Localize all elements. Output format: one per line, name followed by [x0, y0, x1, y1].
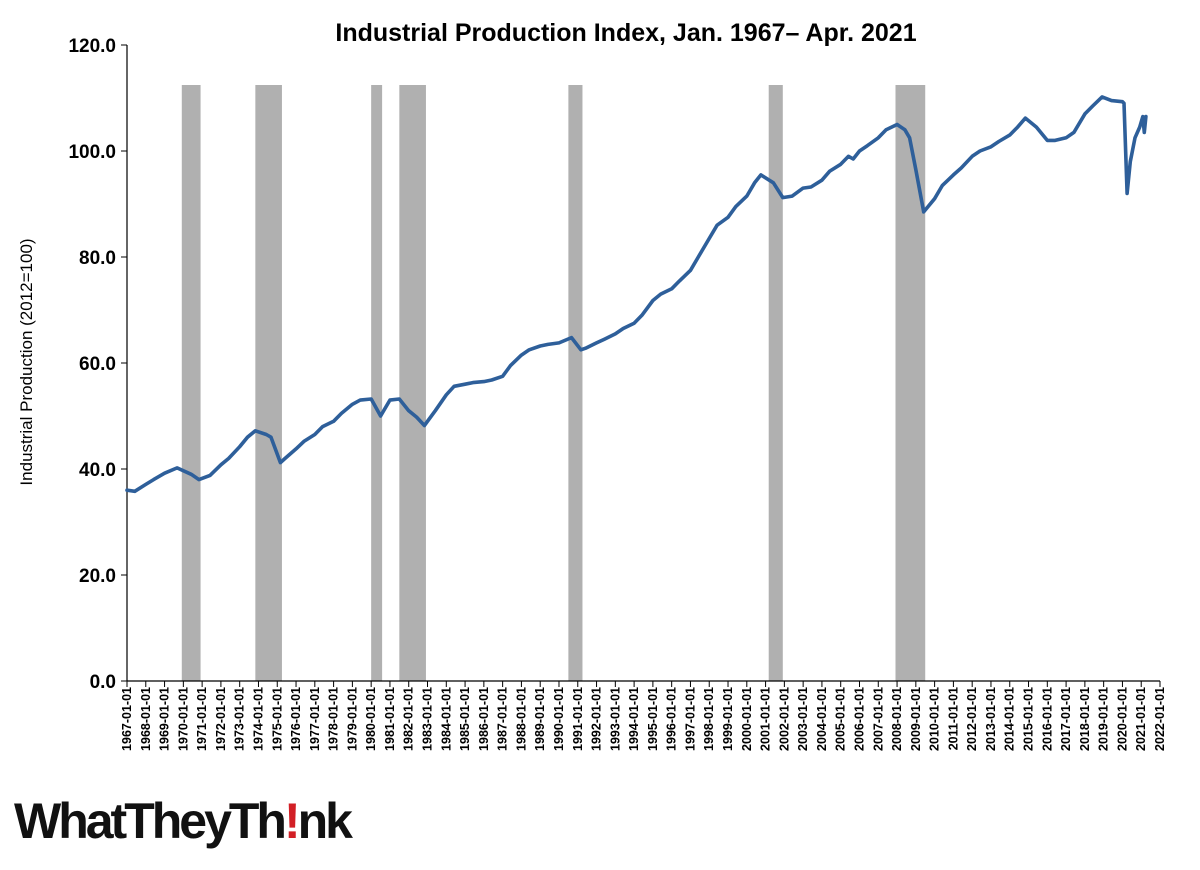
- y-axis-label: Industrial Production (2012=100): [17, 238, 36, 485]
- x-tick-label: 2005-01-01: [834, 687, 848, 751]
- x-tick-label: 1980-01-01: [364, 687, 378, 751]
- x-tick-label: 1972-01-01: [214, 687, 228, 751]
- x-tick-label: 1983-01-01: [421, 687, 435, 751]
- x-tick-label: 1987-01-01: [496, 687, 510, 751]
- x-tick-label: 1976-01-01: [289, 687, 303, 751]
- x-tick-label: 2017-01-01: [1059, 687, 1073, 751]
- series-layer: [125, 95, 1148, 494]
- whattheythink-logo: WhatTheyTh!nk: [14, 793, 353, 849]
- x-tick-label: 2007-01-01: [871, 687, 885, 751]
- recession-band: [768, 85, 783, 681]
- x-tick-label: 1988-01-01: [514, 687, 528, 751]
- x-tick-label: 2002-01-01: [777, 687, 791, 751]
- y-tick-label: 120.0: [68, 36, 116, 57]
- industrial-production-line: [125, 95, 1148, 494]
- x-tick-label: 2015-01-01: [1022, 687, 1036, 751]
- x-tick-label: 2012-01-01: [965, 687, 979, 751]
- y-tick-label: 100.0: [68, 142, 116, 163]
- x-tick-label: 1984-01-01: [439, 687, 453, 751]
- y-tick-label: 20.0: [79, 566, 116, 587]
- x-tick-label: 2001-01-01: [759, 687, 773, 751]
- x-tick-label: 1991-01-01: [571, 687, 585, 751]
- x-tick-label: 2011-01-01: [946, 687, 960, 750]
- x-tick-label: 1986-01-01: [477, 687, 491, 751]
- x-tick-label: 2022-01-01: [1153, 687, 1167, 751]
- x-tick-label: 2006-01-01: [852, 687, 866, 751]
- x-tick-label: 1968-01-01: [139, 687, 153, 751]
- x-tick-label: 1977-01-01: [308, 687, 322, 751]
- x-tick-label: 2000-01-01: [740, 687, 754, 751]
- recession-band: [399, 85, 426, 681]
- x-tick-label: 1999-01-01: [721, 687, 735, 751]
- x-tick-label: 1971-01-01: [195, 687, 209, 751]
- x-tick-label: 1994-01-01: [627, 687, 641, 751]
- x-tick-label: 1993-01-01: [608, 687, 622, 751]
- recession-band: [895, 85, 926, 681]
- recession-band: [568, 85, 583, 681]
- x-tick-label: 2014-01-01: [1003, 687, 1017, 751]
- y-tick-label: 0.0: [90, 672, 116, 693]
- x-tick-label: 2013-01-01: [984, 687, 998, 751]
- x-tick-label: 1981-01-01: [383, 687, 397, 751]
- x-tick-label: 2021-01-01: [1134, 687, 1148, 751]
- chart-title: Industrial Production Index, Jan. 1967– …: [335, 19, 916, 47]
- x-tick-label: 1967-01-01: [120, 687, 134, 751]
- y-tick-labels: 0.0 20.0 40.0 60.0 80.0 100.0 120.0: [68, 36, 127, 693]
- x-tick-label: 1969-01-01: [158, 687, 172, 751]
- recession-band: [181, 85, 201, 681]
- x-tick-label: 1992-01-01: [590, 687, 604, 751]
- x-tick-label: 1990-01-01: [552, 687, 566, 751]
- x-tick-label: 1979-01-01: [345, 687, 359, 751]
- recession-band: [255, 85, 282, 681]
- x-tick-label: 2018-01-01: [1078, 687, 1092, 751]
- x-tick-label: 1985-01-01: [458, 687, 472, 751]
- x-tick-label: 1995-01-01: [646, 687, 660, 751]
- x-tick-label: 1975-01-01: [270, 687, 284, 751]
- x-tick-label: 2003-01-01: [796, 687, 810, 751]
- logo-exclamation: !: [283, 793, 301, 849]
- x-tick-label: 1974-01-01: [251, 687, 265, 751]
- y-tick-label: 40.0: [79, 460, 116, 481]
- x-tick-label: 1996-01-01: [665, 687, 679, 751]
- x-tick-label: 1973-01-01: [233, 687, 247, 751]
- x-tick-label: 2010-01-01: [928, 687, 942, 751]
- x-tick-labels: 1967-01-01 1968-01-01 1969-01-01 1970-01-01…: [120, 681, 1167, 751]
- recession-band: [371, 85, 383, 681]
- x-tick-label: 1997-01-01: [683, 687, 697, 751]
- x-tick-label: 2016-01-01: [1040, 687, 1054, 751]
- x-tick-label: 1998-01-01: [702, 687, 716, 751]
- x-tick-label: 1978-01-01: [327, 687, 341, 751]
- x-tick-label: 2004-01-01: [815, 687, 829, 751]
- y-tick-label: 60.0: [79, 354, 116, 375]
- x-tick-label: 2008-01-01: [890, 687, 904, 751]
- x-tick-label: 2020-01-01: [1115, 687, 1129, 751]
- y-tick-label: 80.0: [79, 248, 116, 269]
- x-tick-label: 2019-01-01: [1097, 687, 1111, 751]
- logo-text-before: WhatTheyTh: [14, 793, 287, 849]
- x-tick-label: 1989-01-01: [533, 687, 547, 751]
- x-tick-label: 1970-01-01: [176, 687, 190, 751]
- recession-bands: [181, 85, 926, 681]
- x-tick-label: 1982-01-01: [402, 687, 416, 751]
- logo-text-after: nk: [297, 793, 353, 849]
- x-tick-label: 2009-01-01: [909, 687, 923, 751]
